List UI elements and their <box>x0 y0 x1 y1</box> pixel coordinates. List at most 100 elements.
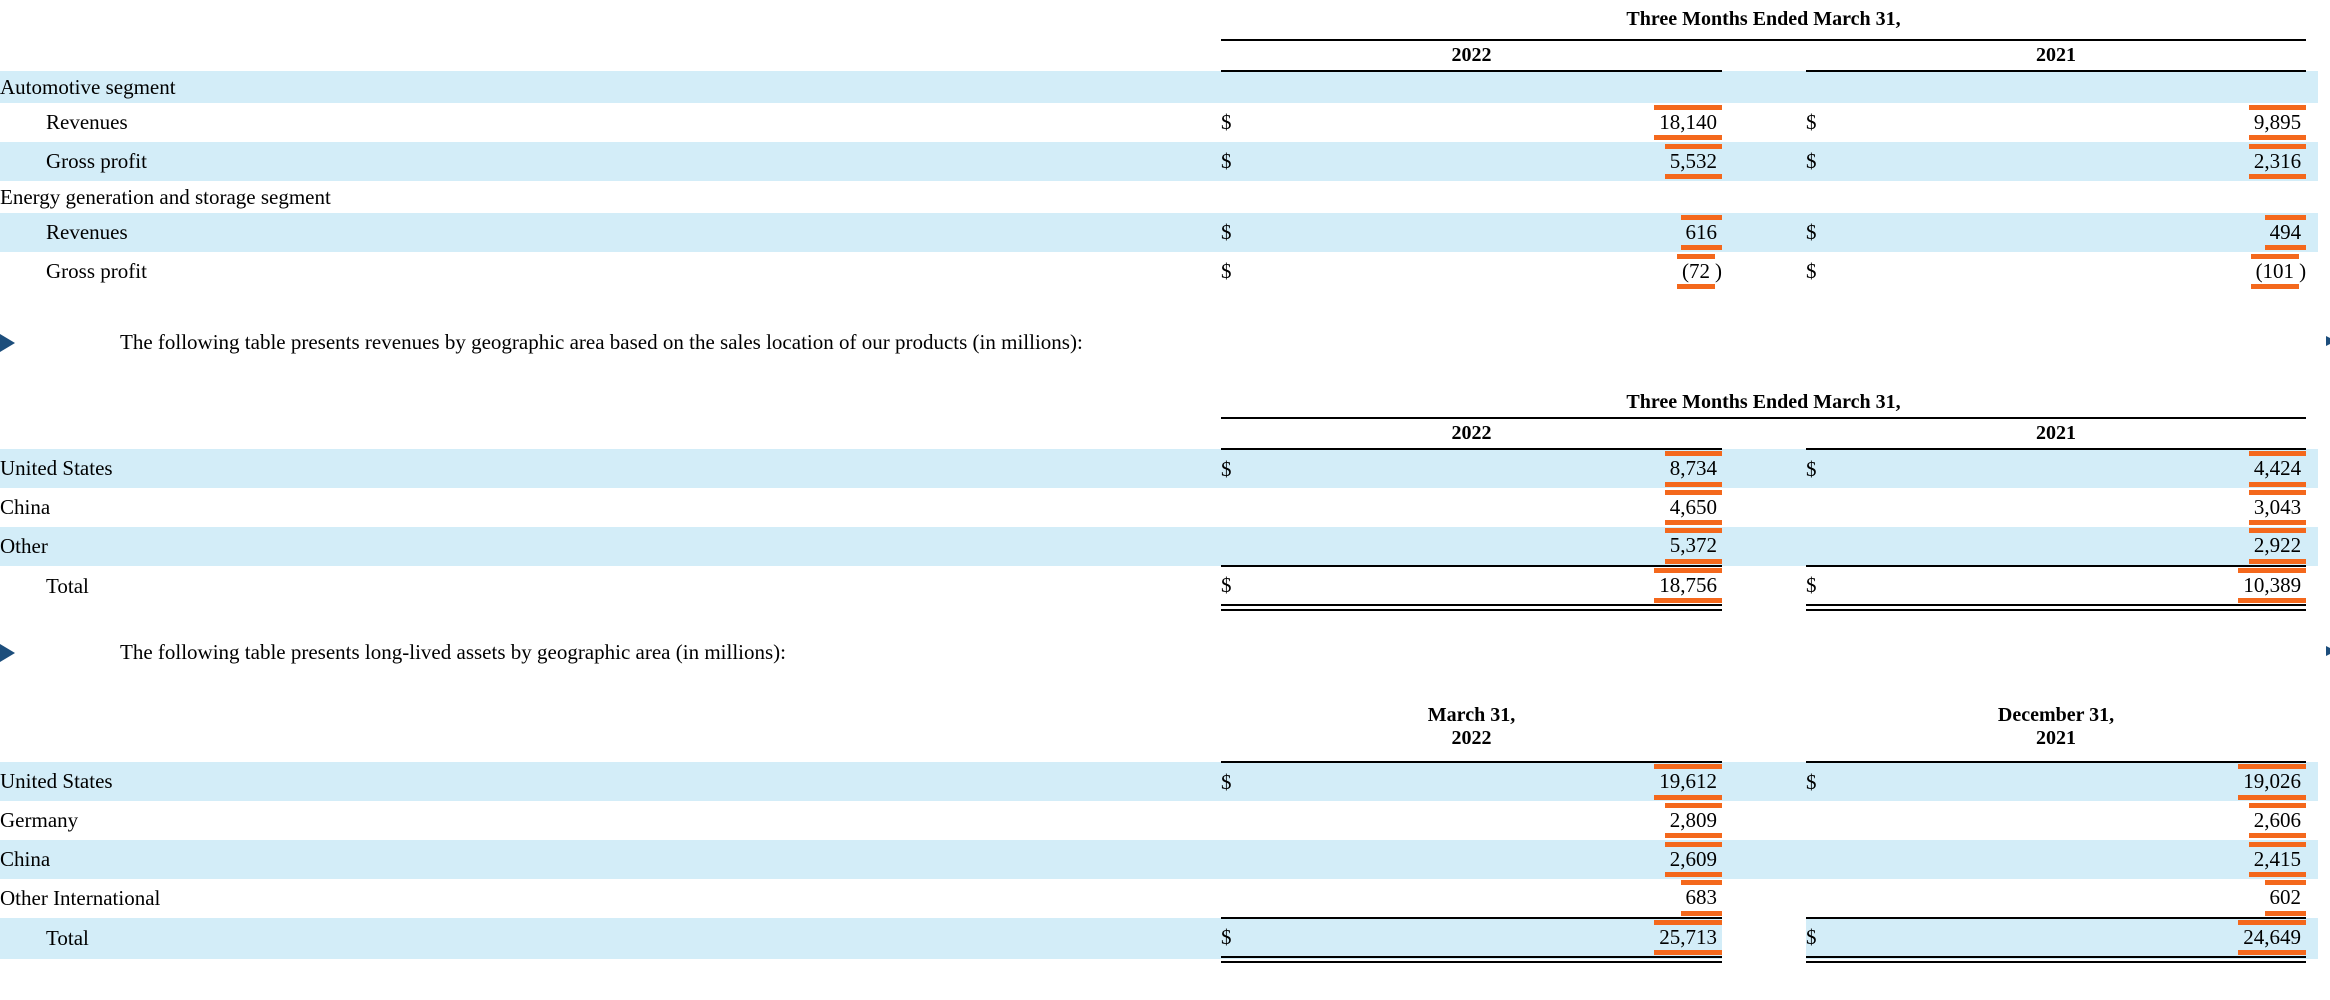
xbrl-fact-value[interactable]: (101 <box>2250 253 2300 290</box>
table-row: Automotive segment <box>0 71 2319 103</box>
xbrl-fact-value[interactable]: 24,649 <box>2238 919 2306 955</box>
paragraph: The following table presents long-lived … <box>120 640 786 665</box>
currency-symbol: $ <box>1806 449 1848 488</box>
currency-symbol: $ <box>1221 762 1263 801</box>
value-cell: 5,532 <box>1263 142 1722 181</box>
revenue-by-geography-table: Three Months Ended March 31, 2022 2021 U… <box>0 388 2319 611</box>
value-cell: 616 <box>1263 213 1722 252</box>
row-label: Other <box>0 527 1221 566</box>
span-column-header: Three Months Ended March 31, <box>1221 0 2307 41</box>
xbrl-fact-value[interactable]: 2,415 <box>2248 841 2306 878</box>
closing-paren: ) <box>2299 258 2307 283</box>
xbrl-fact-value[interactable]: 25,713 <box>1654 919 1722 955</box>
xbrl-fact-value[interactable]: 2,609 <box>1664 841 1722 878</box>
value-cell: (101) <box>1848 252 2306 291</box>
nav-triangle-icon <box>0 644 15 662</box>
value-cell: 2,609 <box>1263 840 1722 879</box>
paragraph-text: The following table presents long-lived … <box>120 640 786 664</box>
value-cell: 2,415 <box>1848 840 2306 879</box>
currency-symbol: $ <box>1221 110 1232 134</box>
xbrl-fact-value[interactable]: 602 <box>2264 880 2306 916</box>
table-row: Other International 683 602 <box>0 879 2318 918</box>
table-row: Energy generation and storage segment <box>0 181 2318 213</box>
xbrl-fact-value[interactable]: (72 <box>1677 253 1715 290</box>
currency-symbol: $ <box>1806 565 1848 611</box>
xbrl-fact-value[interactable]: 2,316 <box>2248 143 2307 180</box>
value-cell: (72) <box>1263 252 1722 291</box>
value-cell: 24,649 <box>1848 917 2306 963</box>
row-label: Gross profit <box>0 142 1221 181</box>
value-cell: 2,606 <box>1848 801 2306 840</box>
value-cell: 683 <box>1263 879 1722 918</box>
table-row: United States $ 8,734 $ 4,424 <box>0 449 2319 488</box>
table-row: United States $ 19,612 $ 19,026 <box>0 762 2318 801</box>
row-label: United States <box>0 449 1221 488</box>
table-row: Revenues $ 18,140 $ 9,895 <box>0 103 2318 142</box>
row-label: Revenues <box>46 110 128 134</box>
xbrl-fact-value[interactable]: 494 <box>2264 214 2307 251</box>
row-label: Other International <box>0 886 161 910</box>
row-label: China <box>0 840 1221 879</box>
value-cell: 5,372 <box>1263 527 1722 566</box>
value-cell: 3,043 <box>1848 488 2307 527</box>
xbrl-fact-value[interactable]: 2,922 <box>2248 528 2307 564</box>
row-label: Total <box>46 574 89 598</box>
total-row: Total $ 25,713 $ 24,649 <box>0 917 2318 963</box>
currency-symbol: $ <box>1221 449 1263 488</box>
currency-symbol: $ <box>1806 213 1848 252</box>
xbrl-fact-value[interactable]: 9,895 <box>2248 104 2307 141</box>
table-row: Revenues $ 616 $ 494 <box>0 213 2319 252</box>
xbrl-fact-value[interactable]: 5,532 <box>1664 143 1722 180</box>
value-cell: 2,316 <box>1848 142 2307 181</box>
row-label: United States <box>0 762 1221 801</box>
table-row: Gross profit $ 5,532 $ 2,316 <box>0 142 2319 181</box>
xbrl-fact-value[interactable]: 4,650 <box>1664 489 1722 526</box>
currency-symbol: $ <box>1221 917 1263 963</box>
currency-symbol: $ <box>1221 213 1263 252</box>
table-row: Germany 2,809 2,606 <box>0 801 2318 840</box>
xbrl-fact-value[interactable]: 616 <box>1680 214 1722 251</box>
year-column-header: 2022 <box>1221 418 1722 450</box>
xbrl-fact-value[interactable]: 4,424 <box>2248 451 2307 487</box>
table-row: Three Months Ended March 31, <box>0 0 2318 41</box>
currency-symbol: $ <box>1806 917 1848 963</box>
row-label: Automotive segment <box>0 71 1221 103</box>
xbrl-fact-value[interactable]: 683 <box>1680 880 1722 916</box>
xbrl-fact-value[interactable]: 18,756 <box>1654 567 1722 603</box>
segment-results-table: Three Months Ended March 31, 2022 2021 A… <box>0 0 2319 291</box>
value-cell: 25,713 <box>1263 917 1722 963</box>
value-cell: 8,734 <box>1263 449 1722 488</box>
currency-symbol: $ <box>1221 565 1263 611</box>
xbrl-fact-value[interactable]: 19,612 <box>1654 764 1722 800</box>
value-cell: 4,424 <box>1848 449 2307 488</box>
value-cell: 18,140 <box>1263 103 1722 142</box>
date-column-header: December 31, 2021 <box>1806 692 2306 763</box>
value-cell: 602 <box>1848 879 2306 918</box>
table-row: 2022 2021 <box>0 418 2318 450</box>
xbrl-fact-value[interactable]: 8,734 <box>1664 451 1722 487</box>
table-row: Other 5,372 2,922 <box>0 527 2319 566</box>
row-label: Revenues <box>0 213 1221 252</box>
value-cell: 10,389 <box>1848 565 2307 611</box>
xbrl-fact-value[interactable]: 19,026 <box>2238 764 2306 800</box>
currency-symbol: $ <box>1221 259 1232 283</box>
currency-symbol: $ <box>1806 110 1817 134</box>
table-row: Gross profit $ (72) $ (101) <box>0 252 2318 291</box>
paragraph: The following table presents revenues by… <box>120 330 1083 355</box>
value-cell: 19,612 <box>1263 762 1722 801</box>
nav-triangle-icon <box>0 334 15 352</box>
xbrl-fact-value[interactable]: 3,043 <box>2248 489 2307 526</box>
xbrl-fact-value[interactable]: 2,606 <box>2248 802 2306 839</box>
table-row: Three Months Ended March 31, <box>0 388 2318 419</box>
right-margin-marker-icon <box>2326 336 2330 346</box>
value-cell: 494 <box>1848 213 2307 252</box>
row-label: Germany <box>0 808 79 832</box>
xbrl-fact-value[interactable]: 18,140 <box>1654 104 1722 141</box>
xbrl-fact-value[interactable]: 5,372 <box>1664 528 1722 564</box>
closing-paren: ) <box>1715 258 1722 283</box>
xbrl-fact-value[interactable]: 10,389 <box>2238 567 2307 603</box>
xbrl-fact-value[interactable]: 2,809 <box>1664 802 1722 839</box>
table-row: China 4,650 3,043 <box>0 488 2318 527</box>
table-row: China 2,609 2,415 <box>0 840 2318 879</box>
